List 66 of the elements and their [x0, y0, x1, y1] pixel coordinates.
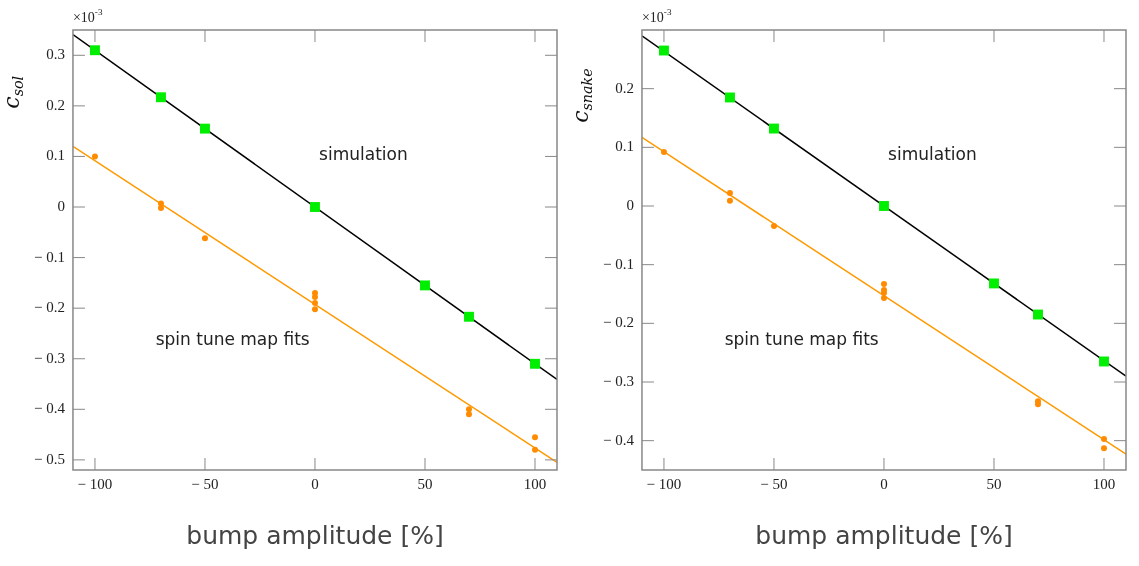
- annotation: simulation: [888, 143, 977, 164]
- point: [200, 123, 210, 134]
- y-tick-label: 0.2: [615, 79, 634, 96]
- y-tick-label: 0: [57, 197, 65, 214]
- point: [464, 311, 474, 322]
- point: [726, 190, 733, 197]
- point: [660, 149, 667, 156]
- x-axis-title: bump amplitude [%]: [186, 520, 444, 550]
- point: [530, 358, 540, 369]
- point: [311, 306, 318, 313]
- y-tick-label: 0.1: [615, 138, 634, 155]
- point: [1033, 309, 1043, 320]
- annotation: simulation: [319, 143, 408, 164]
- x-tick-label: 0: [880, 475, 888, 492]
- x-tick-label: 0: [311, 475, 319, 492]
- y-tick-label: − 0.3: [602, 372, 634, 389]
- x-tick-label: − 100: [646, 475, 682, 492]
- point: [880, 281, 887, 288]
- point: [311, 294, 318, 301]
- point: [726, 197, 733, 204]
- point: [989, 278, 999, 289]
- point: [769, 123, 779, 134]
- x-tick-label: − 50: [191, 475, 219, 492]
- point: [1101, 445, 1107, 452]
- y-tick-label: − 0.2: [602, 314, 634, 331]
- point: [770, 222, 777, 229]
- point: [532, 434, 538, 441]
- point: [532, 446, 538, 453]
- y-tick-label: − 0.5: [33, 450, 65, 467]
- x-tick-label: − 50: [760, 475, 788, 492]
- y-axis-title: csnake: [567, 68, 596, 123]
- y-tick-label: − 0.1: [33, 248, 65, 265]
- y-tick-label: 0: [626, 196, 634, 213]
- point: [157, 205, 164, 212]
- y-tick-label: − 0.4: [602, 431, 635, 448]
- x-tick-label: 50: [986, 475, 1002, 492]
- point: [725, 92, 735, 103]
- y-axis-title: csol: [0, 75, 27, 109]
- y-tick-label: − 0.1: [602, 255, 634, 272]
- y-tick-label: 0.3: [46, 46, 65, 63]
- point: [465, 406, 472, 413]
- point: [310, 202, 320, 212]
- x-tick-label: − 100: [77, 475, 113, 492]
- annotation: spin tune map fits: [724, 328, 879, 349]
- annotation: spin tune map fits: [155, 328, 310, 349]
- point: [1101, 435, 1107, 442]
- point: [156, 92, 166, 103]
- x-axis-title: bump amplitude [%]: [755, 520, 1013, 550]
- x-tick-label: 100: [1092, 475, 1116, 492]
- point: [880, 295, 887, 302]
- point: [1099, 356, 1109, 367]
- y-tick-label: − 0.4: [33, 400, 66, 417]
- y-tick-label: 0.2: [46, 96, 65, 113]
- y-tick-label: − 0.2: [33, 299, 65, 316]
- point: [91, 153, 98, 160]
- point: [311, 300, 318, 307]
- point: [465, 411, 472, 418]
- point: [879, 201, 889, 211]
- y-tick-label: 0.1: [46, 147, 65, 164]
- point: [90, 45, 100, 56]
- x-tick-label: 50: [417, 475, 433, 492]
- x-tick-label: 100: [523, 475, 547, 492]
- point: [201, 235, 208, 242]
- point: [420, 280, 430, 291]
- point: [659, 45, 669, 56]
- y-tick-label: − 0.3: [33, 349, 65, 366]
